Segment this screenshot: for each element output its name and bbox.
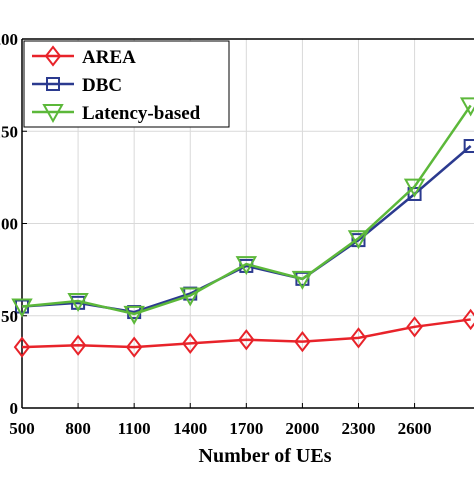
legend: AREA DBC Latency-based bbox=[23, 40, 230, 128]
y-tick-label: 200 bbox=[0, 30, 18, 49]
series-line bbox=[21, 318, 471, 349]
data-point bbox=[463, 139, 474, 154]
legend-label: Latency-based bbox=[82, 103, 201, 124]
data-point bbox=[11, 298, 33, 318]
data-point bbox=[13, 336, 31, 358]
data-point bbox=[406, 316, 423, 338]
data-point bbox=[291, 270, 314, 290]
data-point bbox=[235, 256, 258, 276]
x-tick-label: 2300 bbox=[341, 419, 375, 438]
series-line bbox=[21, 104, 472, 316]
data-point bbox=[179, 287, 201, 307]
x-axis-label: Number of UEs bbox=[199, 445, 332, 467]
x-tick-label: 2600 bbox=[398, 419, 432, 438]
data-point bbox=[181, 332, 199, 355]
data-point bbox=[67, 292, 89, 313]
data-point bbox=[294, 330, 311, 353]
y-tick-label: 0 bbox=[10, 399, 19, 418]
x-tick-label: 1400 bbox=[173, 419, 207, 438]
data-point bbox=[462, 308, 474, 331]
series-layer bbox=[11, 97, 474, 358]
data-point bbox=[459, 97, 474, 117]
data-point bbox=[123, 305, 145, 325]
legend-entry: Latency-based bbox=[32, 103, 201, 124]
x-tick-label: 800 bbox=[65, 419, 91, 438]
legend-label: DBC bbox=[82, 75, 122, 96]
series-0 bbox=[13, 308, 474, 358]
legend-swatch-marker bbox=[44, 45, 62, 67]
data-point bbox=[403, 178, 426, 198]
x-tick-label: 2000 bbox=[285, 419, 319, 438]
series-1 bbox=[15, 139, 474, 320]
x-tick-label: 1100 bbox=[118, 419, 151, 438]
y-tick-label: 150 bbox=[0, 122, 18, 141]
legend-entry: AREA bbox=[32, 45, 136, 68]
legend-label: AREA bbox=[82, 47, 136, 68]
x-tick-label: 500 bbox=[9, 419, 35, 438]
series-2 bbox=[11, 97, 474, 325]
legend-swatch-marker bbox=[46, 77, 60, 91]
data-point bbox=[347, 230, 370, 250]
x-tick-label: 1700 bbox=[229, 419, 263, 438]
legend-swatch-marker bbox=[42, 104, 64, 124]
data-point bbox=[238, 329, 255, 351]
data-point bbox=[125, 336, 143, 358]
y-tick-label: 100 bbox=[0, 215, 18, 234]
y-tick-label: 50 bbox=[1, 307, 18, 326]
tick-label-layer: 500 800 1100 1400 1700 2000 2300 2600 0 50 100 150 2… bbox=[0, 30, 432, 438]
data-point bbox=[69, 334, 87, 356]
legend-entry: DBC bbox=[32, 75, 122, 96]
data-point bbox=[350, 327, 367, 349]
